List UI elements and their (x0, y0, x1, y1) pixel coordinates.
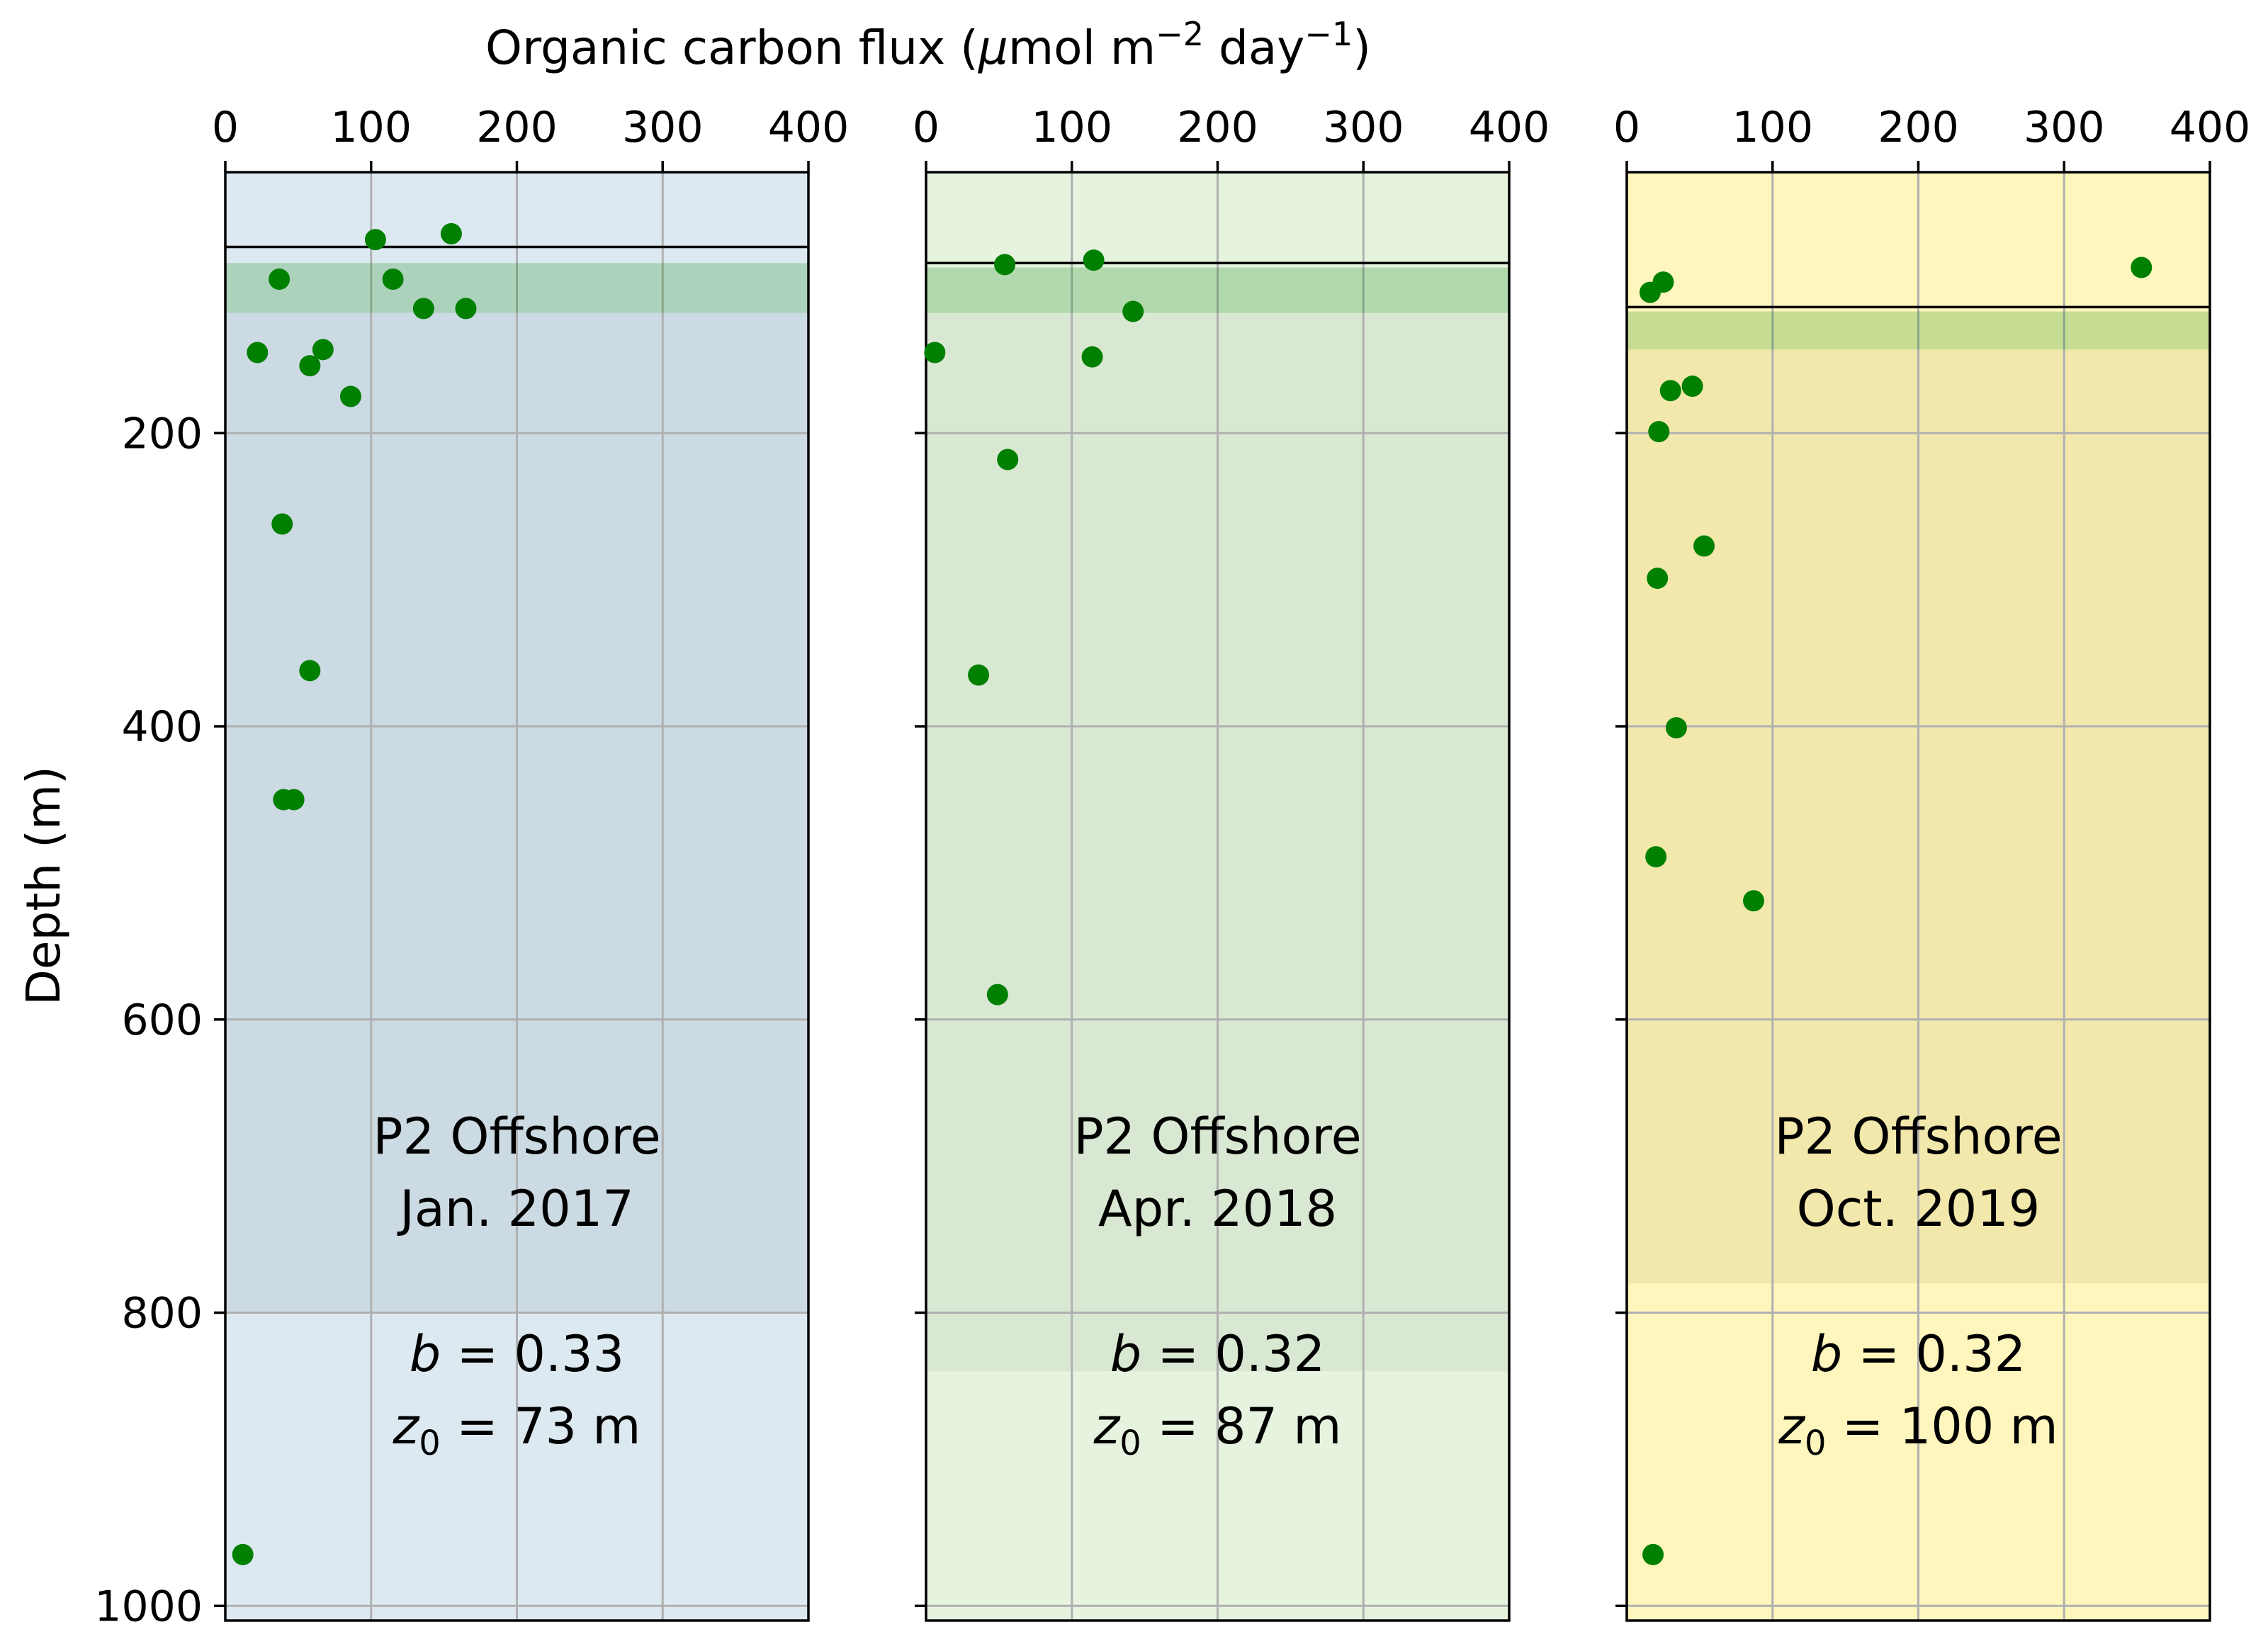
data-point (455, 298, 477, 320)
data-point (1122, 300, 1144, 322)
y-tick-label: 600 (121, 996, 203, 1045)
data-point (1083, 249, 1105, 271)
data-point (364, 229, 386, 251)
x-tick-label: 400 (1469, 103, 1550, 152)
euphotic-band (1627, 311, 2210, 350)
data-point (2131, 257, 2153, 278)
data-point (312, 339, 334, 361)
x-tick-label: 200 (476, 103, 558, 152)
data-point (440, 222, 462, 244)
panel-date: Jan. 2017 (397, 1180, 634, 1238)
x-tick-label: 400 (2170, 103, 2251, 152)
panel-title: P2 Offshore (1774, 1108, 2062, 1166)
y-tick-label: 200 (121, 409, 203, 458)
data-point (994, 254, 1016, 276)
data-point (1652, 271, 1674, 293)
b-parameter: b = 0.32 (1110, 1325, 1325, 1383)
data-point (271, 513, 293, 535)
x-tick-label: 400 (768, 103, 850, 152)
data-point (997, 449, 1019, 470)
y-tick-label: 1000 (94, 1582, 203, 1631)
x-tick-label: 300 (2024, 103, 2105, 152)
data-point (968, 664, 990, 686)
x-tick-label: 300 (622, 103, 704, 152)
data-point (986, 984, 1008, 1005)
x-tick-label: 0 (212, 103, 239, 152)
data-point (1642, 1543, 1664, 1565)
data-point (412, 298, 434, 320)
data-point (1645, 846, 1667, 868)
x-tick-label: 100 (330, 103, 412, 152)
data-point (339, 385, 361, 407)
x-tick-label: 200 (1177, 103, 1258, 152)
data-point (1693, 535, 1715, 557)
data-point (1081, 346, 1103, 368)
panel-date: Oct. 2019 (1797, 1180, 2041, 1238)
panel-title: P2 Offshore (1073, 1108, 1361, 1166)
y-tick-label: 400 (121, 702, 203, 752)
data-point (299, 355, 321, 377)
data-point (299, 660, 321, 682)
z0-parameter: z0 = 100 m (1778, 1397, 2058, 1463)
data-point (1648, 421, 1670, 443)
data-point (382, 269, 404, 291)
data-point (1665, 717, 1687, 739)
y-tick-label: 800 (121, 1289, 203, 1339)
x-axis-title: Organic carbon flux (μmol m−2 day−1) (485, 15, 1371, 75)
data-point (924, 342, 946, 364)
data-point (269, 269, 290, 291)
data-point (1743, 890, 1765, 912)
panel-2: 0 100 200 300 400 P2 Offshore Apr. 2018 b = 0.3… (913, 103, 1550, 1622)
data-point (247, 342, 269, 364)
b-parameter: b = 0.33 (410, 1325, 624, 1383)
data-point (283, 789, 305, 811)
data-point (1647, 568, 1669, 590)
x-tick-label: 200 (1878, 103, 1959, 152)
x-tick-label: 100 (1732, 103, 1813, 152)
data-point (1681, 376, 1703, 398)
x-tick-label: 0 (913, 103, 940, 152)
data-point (1659, 380, 1681, 402)
x-tick-label: 300 (1323, 103, 1404, 152)
b-parameter: b = 0.32 (1811, 1325, 2026, 1383)
panel-title: P2 Offshore (373, 1108, 660, 1166)
data-point (232, 1543, 254, 1565)
panel-3: 0 100 200 300 400 P2 Offshore Oct. 2019 b = 0.3… (1613, 103, 2251, 1622)
x-tick-label: 0 (1613, 103, 1640, 152)
z0-parameter: z0 = 87 m (1093, 1397, 1342, 1463)
panel-date: Apr. 2018 (1098, 1180, 1337, 1238)
y-axis-title: Depth (m) (16, 766, 71, 1005)
euphotic-band (926, 267, 1509, 313)
z0-parameter: z0 = 73 m (393, 1397, 641, 1463)
euphotic-band (225, 263, 808, 313)
panel-1: 0 100 200 300 400 200 400 600 800 1000 P2 Offshore… (94, 103, 849, 1631)
x-tick-label: 100 (1031, 103, 1112, 152)
